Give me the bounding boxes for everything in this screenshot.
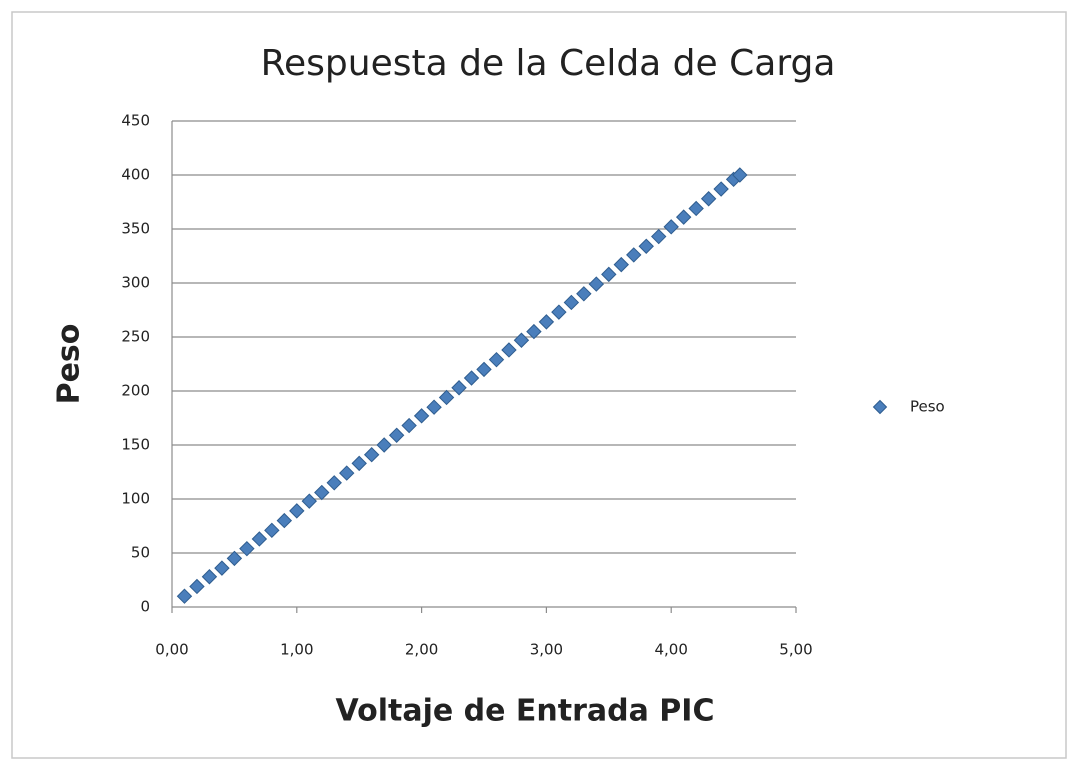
point: [576, 286, 592, 302]
point: [401, 417, 417, 434]
point: [663, 219, 679, 235]
x-tick-label: 1,00: [280, 641, 313, 659]
y-tick-label: 100: [121, 490, 150, 508]
point: [488, 351, 505, 368]
point: [700, 191, 717, 207]
point: [314, 484, 330, 501]
point: [264, 522, 280, 539]
point: [376, 437, 392, 453]
x-tick-label: 3,00: [530, 641, 563, 659]
y-tick-label: 50: [131, 544, 150, 562]
point: [251, 531, 268, 547]
y-axis-label: Peso: [52, 324, 87, 405]
point: [526, 323, 542, 340]
point: [675, 209, 692, 225]
point: [351, 455, 367, 472]
chart-frame: [11, 11, 1067, 759]
y-tick-label: 400: [121, 166, 150, 184]
chart-title: Respuesta de la Celda de Carga: [261, 43, 836, 84]
point: [563, 294, 580, 311]
point: [688, 200, 704, 217]
x-tick-label: 4,00: [654, 641, 687, 659]
point: [363, 447, 380, 463]
point: [463, 370, 480, 386]
point: [451, 380, 467, 396]
point: [538, 314, 555, 330]
point: [501, 342, 517, 358]
point: [276, 512, 293, 529]
point: [413, 408, 430, 424]
point: [601, 266, 617, 283]
point: [732, 167, 748, 183]
y-tick-label: 200: [121, 382, 150, 400]
point: [613, 256, 629, 273]
point: [226, 550, 243, 567]
legend-marker: [872, 399, 888, 415]
x-tick-label: 2,00: [405, 641, 438, 659]
point: [588, 276, 605, 292]
y-tick-label: 150: [121, 436, 150, 454]
point: [626, 247, 642, 263]
y-tick-label: 250: [121, 328, 150, 346]
point: [214, 560, 230, 576]
point: [476, 361, 492, 378]
x-tick-label: 5,00: [779, 641, 812, 659]
point: [551, 304, 567, 320]
y-tick-label: 350: [121, 220, 150, 238]
x-tick-label: 0,00: [155, 641, 188, 659]
y-tick-label: 300: [121, 274, 150, 292]
point: [638, 238, 654, 254]
y-tick-label: 0: [140, 598, 150, 616]
point: [176, 588, 193, 604]
point: [426, 399, 442, 415]
point: [189, 578, 205, 595]
legend-label: Peso: [910, 398, 945, 416]
x-axis-label: Voltaje de Entrada PIC: [336, 694, 715, 729]
point: [326, 475, 342, 491]
point: [651, 228, 667, 245]
point: [301, 493, 317, 509]
point: [513, 332, 530, 348]
point: [713, 181, 729, 197]
y-tick-label: 450: [121, 112, 150, 130]
point: [388, 427, 405, 443]
point: [289, 503, 305, 519]
point: [438, 389, 455, 406]
point: [339, 465, 355, 481]
point: [239, 540, 255, 557]
point: [201, 569, 218, 585]
